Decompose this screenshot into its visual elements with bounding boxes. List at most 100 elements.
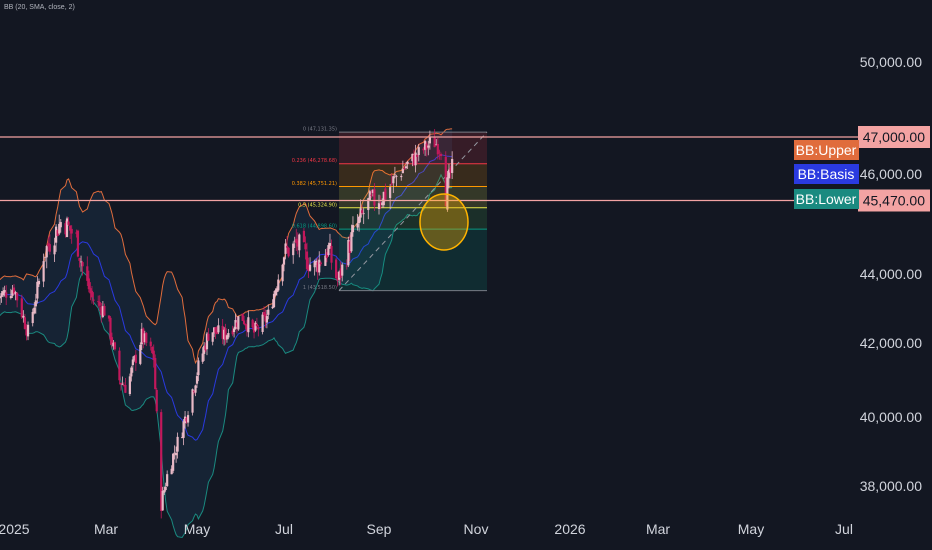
candle-body (139, 344, 142, 364)
candle-body (305, 251, 309, 270)
candle-body (183, 416, 187, 424)
candle-body (447, 169, 451, 179)
candle-body (155, 389, 158, 412)
candle-body (101, 306, 104, 317)
candle-body (384, 188, 387, 200)
candle-body (325, 252, 329, 258)
candle-body (244, 324, 247, 326)
candle-body (242, 320, 246, 324)
fib-retracement[interactable]: 0 (47,131.35) 0.236 (46,278.68) 0.382 (45,… (292, 127, 488, 292)
candle-body (232, 328, 236, 332)
candle-body (201, 353, 204, 362)
candle-body (356, 223, 359, 228)
candle-body (75, 232, 78, 234)
candle-body (224, 328, 227, 341)
x-axis-label: Jul (275, 521, 293, 537)
candle-body (45, 246, 48, 258)
candle-body (422, 148, 425, 151)
x-axis-label: May (738, 521, 764, 537)
candle-body (59, 222, 62, 228)
bb-tag-label: BB:Lower (796, 191, 857, 207)
candle-body (324, 255, 327, 266)
candle-body (338, 271, 341, 280)
candles (0, 129, 454, 519)
candle-body (76, 230, 80, 257)
x-axis-label: 2025 (0, 521, 30, 537)
candle-body (172, 453, 175, 471)
x-axis-label: Sep (367, 521, 392, 537)
candle-body (292, 243, 295, 256)
y-axis-label: 50,000.00 (860, 54, 922, 70)
y-axis-label: 44,000.00 (860, 266, 922, 282)
candle-body (161, 490, 164, 511)
candle-body (345, 265, 348, 267)
candle-body (124, 384, 127, 393)
candle-body (164, 486, 167, 490)
candle-body (401, 168, 404, 174)
candle-body (304, 243, 307, 250)
candle-body (285, 246, 289, 248)
candle-body (143, 333, 146, 342)
price-tag-0 (858, 126, 930, 148)
candle-body (142, 328, 145, 343)
fib-level-label: 0 (47,131.35) (303, 127, 337, 133)
candle-body (134, 354, 137, 364)
candle-body (389, 187, 392, 199)
highlight-circle[interactable] (419, 193, 469, 251)
candle-body (69, 225, 72, 231)
price-tag-1 (858, 189, 930, 212)
candle-body (191, 389, 194, 413)
candle-body (163, 490, 166, 493)
candle-body (370, 194, 373, 196)
x-axis-label: Mar (94, 521, 118, 537)
candle-body (367, 198, 370, 211)
price-tag-label: 45,470.00 (863, 193, 925, 209)
candle-body (403, 168, 406, 170)
candle-body (180, 437, 184, 439)
candle-body (11, 290, 14, 296)
candle-body (65, 218, 69, 238)
candle-body (390, 183, 393, 185)
fib-zone (339, 163, 487, 187)
candle-body (382, 191, 385, 206)
bb-tag-1 (794, 164, 859, 184)
candle-body (118, 350, 121, 381)
candle-body (110, 337, 114, 345)
candle-body (296, 240, 299, 247)
candle-body (261, 314, 264, 332)
bb-tag-2 (794, 189, 859, 209)
candle-body (373, 189, 376, 206)
y-axis-label: 38,000.00 (860, 478, 922, 494)
candle-body (277, 279, 280, 291)
candle-body (204, 345, 207, 351)
candle-body (252, 325, 256, 333)
bb-tag-label: BB:Basis (798, 166, 855, 182)
candle-body (424, 141, 427, 150)
candle-body (205, 333, 209, 350)
candle-body (225, 335, 229, 340)
candle-body (400, 175, 403, 178)
candle-body (20, 298, 23, 318)
candle-body (351, 225, 355, 233)
candle-body (264, 313, 267, 322)
candle-body (26, 324, 30, 337)
fib-trend-line (338, 131, 488, 291)
candle-body (319, 262, 322, 265)
fib-level-label: 0.236 (46,278.68) (292, 158, 337, 164)
candle-body (381, 202, 384, 206)
candle-body (295, 238, 298, 244)
fib-level-label: 0.382 (45,751.21) (292, 181, 337, 187)
candle-body (393, 174, 397, 176)
candle-body (5, 292, 8, 298)
candle-body (271, 306, 274, 309)
candle-body (44, 256, 47, 258)
candle-body (16, 292, 19, 301)
candle-body (417, 147, 420, 156)
candle-body (0, 296, 2, 299)
candle-body (152, 350, 155, 361)
candle-body (267, 309, 270, 315)
candle-body (56, 230, 59, 237)
candle-body (237, 316, 240, 330)
candle-body (195, 376, 199, 384)
